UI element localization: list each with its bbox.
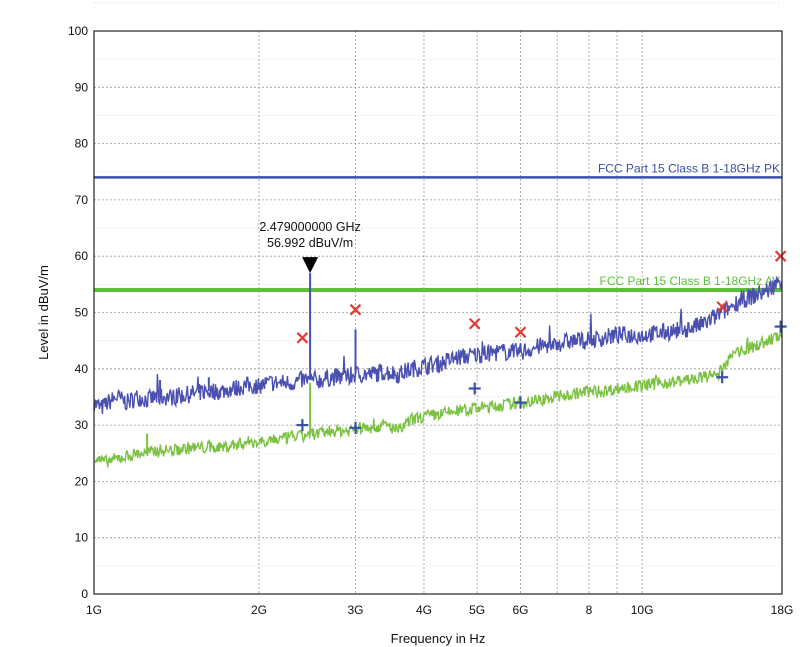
y-tick-label: 100 xyxy=(68,24,88,38)
average-marker xyxy=(349,421,362,434)
limit-lines: FCC Part 15 Class B 1-18GHz PK FCC Part 1… xyxy=(94,161,782,292)
y-axis-label: Level in dBuV/m xyxy=(36,265,51,360)
y-tick-label: 60 xyxy=(75,249,89,263)
plot-frame xyxy=(93,30,783,595)
y-tick-label: 80 xyxy=(75,137,89,151)
series-trace xyxy=(93,276,783,414)
grid xyxy=(93,2,783,595)
x-axis-label: Frequency in Hz xyxy=(391,631,486,646)
axis-ticks: 0 10 20 30 40 50 60 70 80 90 100 1G 2G 3G 4G 5G 6G 8 10G 18… xyxy=(68,24,793,617)
x-tick-label: 2G xyxy=(251,603,267,617)
x-tick-label: 6G xyxy=(512,603,528,617)
limit-label: FCC Part 15 Class B 1-18GHz AV xyxy=(599,274,780,288)
x-tick-label: 18G xyxy=(771,603,794,617)
peak-marker xyxy=(514,326,527,338)
average-marker xyxy=(716,371,729,384)
y-tick-label: 50 xyxy=(75,306,89,320)
y-tick-label: 0 xyxy=(81,587,88,601)
y-tick-label: 70 xyxy=(75,193,89,207)
series-trace xyxy=(93,330,783,468)
x-tick-label: 10G xyxy=(631,603,654,617)
average-marker xyxy=(468,382,481,395)
x-tick-label: 8 xyxy=(586,603,593,617)
x-tick-label: 1G xyxy=(86,603,102,617)
annotation-pointer xyxy=(302,257,319,274)
peak-marker xyxy=(774,250,787,262)
peak-marker xyxy=(349,303,362,316)
y-tick-label: 30 xyxy=(75,418,89,432)
average-marker xyxy=(514,396,527,409)
measurement-markers xyxy=(296,250,787,434)
y-tick-label: 40 xyxy=(75,362,89,376)
average-marker xyxy=(774,320,787,333)
peak-annotation: 2.479000000 GHz 56.992 dBuV/m xyxy=(259,220,361,274)
annotation-frequency: 2.479000000 GHz xyxy=(259,220,360,234)
peak-marker xyxy=(716,301,728,313)
y-tick-label: 20 xyxy=(75,474,89,488)
series-traces xyxy=(93,273,783,468)
y-tick-label: 10 xyxy=(75,531,89,545)
average-marker xyxy=(296,419,309,432)
peak-marker xyxy=(296,332,309,344)
annotation-level: 56.992 dBuV/m xyxy=(267,236,353,250)
x-tick-label: 5G xyxy=(469,603,485,617)
y-tick-label: 90 xyxy=(75,80,89,94)
x-tick-label: 4G xyxy=(416,603,432,617)
limit-label: FCC Part 15 Class B 1-18GHz PK xyxy=(598,161,780,175)
peak-marker xyxy=(468,317,481,330)
x-tick-label: 3G xyxy=(347,603,363,617)
